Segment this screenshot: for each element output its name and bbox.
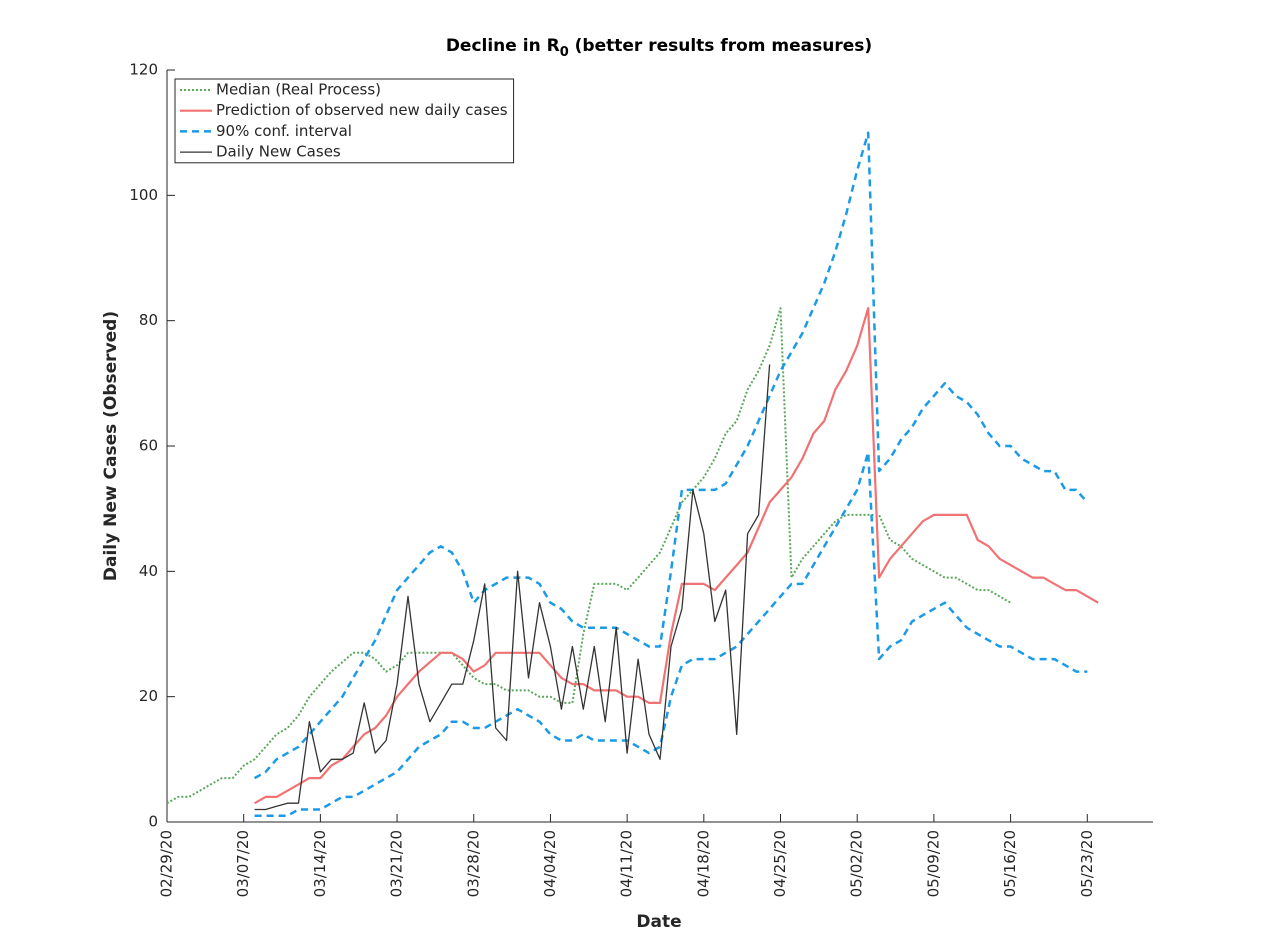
x-axis-label: Date — [636, 912, 681, 932]
series-line — [254, 364, 771, 811]
y-axis-label: Daily New Cases (Observed) — [101, 311, 121, 581]
title-text: (better results from measures) — [569, 36, 872, 56]
legend-label: Prediction of observed new daily cases — [216, 101, 508, 119]
title-text: Decline in R — [446, 36, 560, 56]
title-subscript: 0 — [560, 45, 569, 60]
x-tick-label: 03/28/20 — [464, 830, 482, 897]
series-line — [254, 307, 1099, 805]
y-tick-label: 80 — [139, 311, 158, 329]
x-tick-label: 02/29/20 — [158, 830, 176, 897]
x-tick-label: 03/07/20 — [234, 830, 252, 897]
legend-label: Daily New Cases — [216, 143, 341, 161]
series-line — [254, 451, 1088, 817]
x-tick-label: 03/14/20 — [311, 830, 329, 897]
x-tick-label: 05/02/20 — [848, 830, 866, 897]
legend-label: 90% conf. interval — [216, 122, 352, 140]
x-tick-label: 04/11/20 — [618, 830, 636, 897]
y-tick-label: 100 — [129, 186, 158, 204]
x-tick-label: 05/09/20 — [924, 830, 942, 897]
x-tick-label: 05/23/20 — [1078, 830, 1096, 897]
x-tick-label: 03/21/20 — [388, 830, 406, 897]
legend-label: Median (Real Process) — [216, 81, 381, 99]
chart-title: Decline in R0 (better results from measu… — [446, 36, 872, 60]
y-tick-label: 40 — [139, 562, 158, 580]
y-tick-label: 120 — [129, 61, 158, 79]
x-tick-label: 04/25/20 — [771, 830, 789, 897]
y-tick-label: 60 — [139, 437, 158, 455]
x-tick-label: 04/18/20 — [694, 830, 712, 897]
x-tick-label: 05/16/20 — [1001, 830, 1019, 897]
y-tick-label: 20 — [139, 687, 158, 705]
legend-box — [174, 78, 515, 164]
series-line — [253, 131, 1089, 780]
x-tick-label: 04/04/20 — [541, 830, 559, 897]
legend: Median (Real Process) Prediction of obser… — [174, 78, 515, 164]
y-tick-label: 0 — [148, 813, 158, 831]
